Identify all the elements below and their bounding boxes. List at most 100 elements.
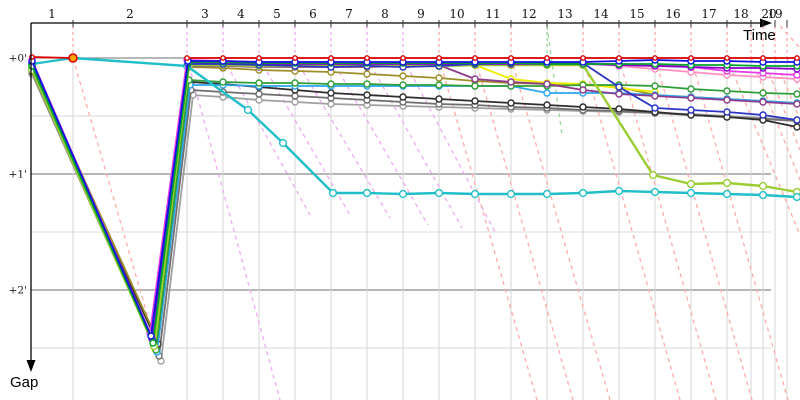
- control-reference-line-diagonal: [690, 57, 789, 400]
- data-point-marker-gray[interactable]: [291, 92, 299, 100]
- data-point-marker-black[interactable]: [435, 95, 443, 103]
- data-point-marker-red[interactable]: [794, 55, 800, 61]
- data-point-marker-purple[interactable]: [759, 98, 767, 106]
- data-point-marker-red[interactable]: [364, 55, 370, 61]
- data-point-marker-green[interactable]: [435, 81, 443, 89]
- data-point-marker-navy[interactable]: [723, 108, 731, 116]
- data-point-marker-red[interactable]: [256, 55, 262, 61]
- data-point-marker-deepskyblue[interactable]: [543, 89, 551, 97]
- data-point-marker-red[interactable]: [400, 55, 406, 61]
- data-point-marker-black[interactable]: [579, 103, 587, 111]
- data-point-marker-black[interactable]: [363, 91, 371, 99]
- data-point-marker-green[interactable]: [471, 82, 479, 90]
- data-point-marker-darkturquoise[interactable]: [243, 105, 253, 115]
- data-point-marker-black[interactable]: [471, 97, 479, 105]
- data-point-marker-black[interactable]: [507, 99, 515, 107]
- control-reference-line-diagonal: [294, 57, 391, 219]
- data-point-marker-navy[interactable]: [615, 83, 623, 91]
- x-tick-label: 13: [557, 7, 572, 21]
- data-point-marker-olive[interactable]: [399, 72, 407, 80]
- data-point-marker-green[interactable]: [327, 80, 335, 88]
- data-point-marker-red[interactable]: [328, 55, 334, 61]
- data-point-marker-black[interactable]: [615, 105, 623, 113]
- data-point-marker-black[interactable]: [327, 89, 335, 97]
- data-point-marker-purple[interactable]: [615, 90, 623, 98]
- data-point-marker-olive[interactable]: [435, 74, 443, 82]
- data-point-marker-green[interactable]: [651, 82, 659, 90]
- selected-point-marker[interactable]: [68, 53, 78, 63]
- data-point-marker-red[interactable]: [688, 55, 694, 61]
- data-point-marker-darkturquoise[interactable]: [506, 189, 516, 199]
- data-point-marker-darkturquoise[interactable]: [758, 190, 768, 200]
- data-point-marker-silver[interactable]: [255, 96, 263, 104]
- data-point-marker-darkturquoise[interactable]: [362, 188, 372, 198]
- data-point-marker-red[interactable]: [184, 55, 190, 61]
- data-point-marker-purple[interactable]: [687, 94, 695, 102]
- data-point-marker-red[interactable]: [724, 55, 730, 61]
- data-point-marker-silver[interactable]: [327, 100, 335, 108]
- series-line-red-start: [31, 56, 74, 59]
- data-point-marker-darkturquoise[interactable]: [792, 192, 800, 202]
- data-point-marker-green[interactable]: [399, 81, 407, 89]
- data-point-marker-yellowgreen[interactable]: [758, 181, 768, 191]
- data-point-marker-purple[interactable]: [471, 75, 479, 83]
- data-point-marker-navy[interactable]: [651, 104, 659, 112]
- x-tick-label: 17: [701, 7, 716, 21]
- data-point-marker-green[interactable]: [219, 78, 227, 86]
- x-tick-label: 1: [48, 7, 56, 21]
- data-point-marker-darkturquoise[interactable]: [434, 188, 444, 198]
- data-point-marker-red[interactable]: [616, 55, 622, 61]
- data-point-marker-darkturquoise[interactable]: [686, 188, 696, 198]
- data-point-marker-black[interactable]: [399, 93, 407, 101]
- data-point-marker-darkturquoise[interactable]: [650, 187, 660, 197]
- data-point-marker-darkturquoise[interactable]: [722, 189, 732, 199]
- data-point-marker-green[interactable]: [793, 90, 800, 98]
- data-point-marker-red[interactable]: [508, 55, 514, 61]
- series-line-deepskyblue: [31, 68, 798, 353]
- data-point-marker-blue[interactable]: [147, 332, 155, 340]
- data-point-marker-purple[interactable]: [651, 92, 659, 100]
- x-tick-label: 15: [629, 7, 644, 21]
- data-point-marker-olive[interactable]: [363, 70, 371, 78]
- data-point-marker-darkturquoise[interactable]: [328, 188, 338, 198]
- data-point-marker-purple[interactable]: [793, 100, 800, 108]
- data-point-marker-red[interactable]: [760, 55, 766, 61]
- data-point-marker-black[interactable]: [793, 123, 800, 131]
- data-point-marker-purple[interactable]: [579, 86, 587, 94]
- x-tick-label: 7: [345, 7, 353, 21]
- data-point-marker-green[interactable]: [723, 87, 731, 95]
- data-point-marker-darkturquoise[interactable]: [398, 189, 408, 199]
- data-point-marker-red[interactable]: [580, 55, 586, 61]
- data-point-marker-green[interactable]: [363, 80, 371, 88]
- data-point-marker-yellowgreen[interactable]: [722, 178, 732, 188]
- data-point-marker-purple[interactable]: [543, 80, 551, 88]
- data-point-marker-red[interactable]: [544, 55, 550, 61]
- data-point-marker-green[interactable]: [687, 85, 695, 93]
- data-point-marker-black[interactable]: [543, 101, 551, 109]
- control-reference-line-diagonal: [258, 57, 351, 216]
- data-point-marker-red[interactable]: [652, 55, 658, 61]
- data-point-marker-darkturquoise[interactable]: [578, 188, 588, 198]
- data-point-marker-purple[interactable]: [507, 78, 515, 86]
- data-point-marker-red[interactable]: [292, 55, 298, 61]
- data-point-marker-yellowgreen[interactable]: [648, 170, 658, 180]
- data-point-marker-green[interactable]: [291, 79, 299, 87]
- data-point-marker-yellowgreen[interactable]: [686, 179, 696, 189]
- data-point-marker-darkturquoise[interactable]: [542, 189, 552, 199]
- data-point-marker-silver[interactable]: [291, 98, 299, 106]
- data-point-marker-magenta[interactable]: [793, 71, 800, 79]
- data-point-marker-green2[interactable]: [149, 339, 157, 347]
- data-point-marker-gray[interactable]: [255, 90, 263, 98]
- data-point-marker-green[interactable]: [255, 79, 263, 87]
- data-point-marker-darkturquoise[interactable]: [470, 189, 480, 199]
- data-point-marker-red[interactable]: [436, 55, 442, 61]
- data-point-marker-navy[interactable]: [793, 116, 800, 124]
- data-point-marker-red[interactable]: [472, 55, 478, 61]
- data-point-marker-red[interactable]: [220, 55, 226, 61]
- data-point-marker-green[interactable]: [759, 89, 767, 97]
- data-point-marker-darkturquoise[interactable]: [278, 138, 288, 148]
- data-point-marker-navy[interactable]: [759, 111, 767, 119]
- data-point-marker-purple[interactable]: [723, 96, 731, 104]
- data-point-marker-navy[interactable]: [687, 106, 695, 114]
- data-point-marker-darkturquoise[interactable]: [614, 186, 624, 196]
